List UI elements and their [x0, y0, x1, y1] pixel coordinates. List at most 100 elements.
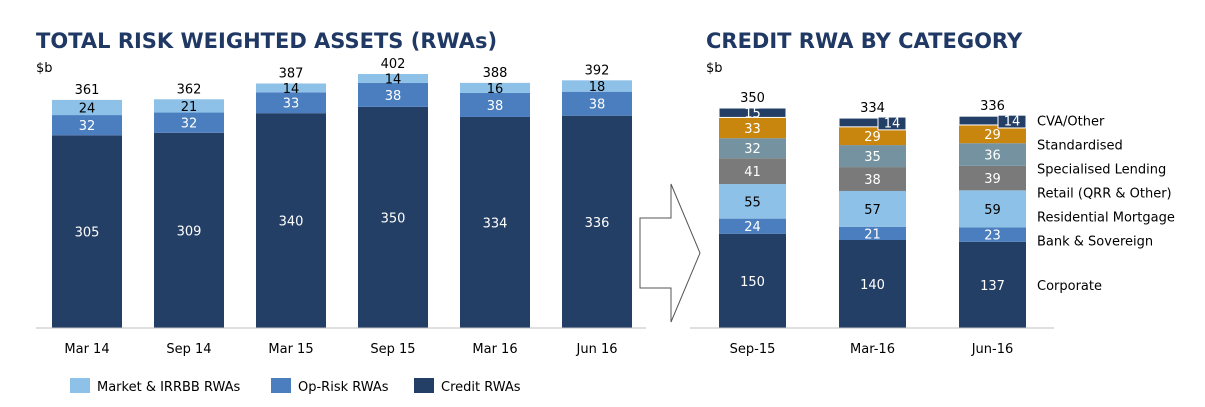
right-data-label: 33	[744, 122, 761, 137]
right-total-label: 350	[740, 91, 765, 106]
right-bar-segment	[959, 165, 1026, 191]
left-bar-segment	[358, 106, 428, 329]
legend-swatch	[414, 378, 434, 393]
right-x-tick-label: Jun-16	[971, 342, 1014, 357]
left-total-label: 388	[483, 66, 508, 81]
left-total-label: 361	[75, 83, 100, 98]
left-data-label: 38	[385, 89, 402, 104]
right-data-label: 14	[884, 116, 901, 131]
left-bar-segment	[52, 99, 122, 116]
left-data-label: 14	[283, 82, 300, 97]
right-chart-bars: 1502455413233153501402157383529143341372…	[718, 91, 1027, 328]
left-data-label: 309	[177, 224, 202, 239]
right-data-label: 21	[864, 227, 881, 242]
right-bar-segment	[839, 190, 906, 227]
right-data-label: 140	[860, 278, 885, 293]
left-x-ticks: Mar 14 Sep 14 Mar 15 Sep 15 Mar 16 Jun 16	[64, 342, 617, 357]
right-data-label: 14	[1004, 115, 1021, 130]
right-bar-segment	[719, 233, 786, 328]
right-total-label: 334	[860, 101, 885, 116]
left-bar-segment	[460, 92, 530, 117]
right-data-label: 39	[984, 172, 1001, 187]
right-bar-segment	[959, 241, 1026, 328]
right-bar-segment	[719, 184, 786, 219]
left-data-label: 18	[589, 80, 606, 95]
left-data-label: 32	[79, 119, 96, 134]
right-bar-segment	[959, 190, 1026, 228]
right-bar-segment	[959, 227, 1026, 242]
right-data-label: 41	[744, 165, 761, 180]
legend-swatch	[70, 378, 90, 393]
right-data-label: 23	[984, 229, 1001, 244]
left-bar-segment	[256, 83, 326, 93]
right-data-label: 29	[864, 130, 881, 145]
right-data-label: 55	[744, 195, 761, 210]
left-x-tick-label: Sep 14	[166, 342, 211, 357]
right-category-label: Specialised Lending	[1037, 163, 1166, 178]
right-total-label: 336	[980, 99, 1005, 114]
right-data-label: 57	[864, 203, 881, 218]
left-bar-segment	[154, 132, 224, 328]
legend-label: Credit RWAs	[441, 380, 521, 395]
right-bar-segment	[719, 117, 786, 139]
right-bar-segment	[719, 218, 786, 234]
left-total-label: 387	[279, 66, 304, 81]
left-x-tick-label: Mar 15	[268, 342, 313, 357]
right-data-label: 150	[740, 275, 765, 290]
legend-label: Market & IRRBB RWAs	[97, 380, 241, 395]
right-bar-segment	[959, 124, 1026, 144]
right-category-label: CVA/Other	[1037, 115, 1105, 130]
right-chart-legend: Corporate Bank & Sovereign Residential Mor…	[1037, 115, 1175, 294]
left-data-label: 340	[279, 215, 304, 230]
right-data-label: 29	[984, 128, 1001, 143]
right-data-label: 38	[864, 173, 881, 188]
left-x-tick-label: Mar 14	[64, 342, 109, 357]
right-x-tick-label: Sep-15	[730, 342, 776, 357]
right-x-ticks: Sep-15 Mar-16 Jun-16	[730, 342, 1014, 357]
right-bar-segment	[719, 138, 786, 159]
left-data-label: 38	[487, 99, 504, 114]
left-data-label: 33	[283, 97, 300, 112]
left-data-label: 16	[487, 82, 504, 97]
right-category-label: Residential Mortgage	[1037, 211, 1175, 226]
right-bar-segment	[959, 143, 1026, 166]
left-data-label: 24	[79, 101, 96, 116]
left-bar-segment	[154, 112, 224, 133]
right-data-label: 24	[744, 220, 761, 235]
left-data-label: 14	[385, 72, 402, 87]
left-x-tick-label: Jun 16	[576, 342, 618, 357]
left-bar-segment	[562, 115, 632, 328]
left-bar-segment	[460, 116, 530, 328]
left-chart-title: TOTAL RISK WEIGHTED ASSETS (RWAs)	[36, 29, 497, 53]
left-bar-segment	[256, 92, 326, 114]
right-data-label: 59	[984, 203, 1001, 218]
right-category-label: Standardised	[1037, 139, 1123, 154]
left-data-label: 350	[381, 211, 406, 226]
left-chart-bars: 3053224361309322136234033143873503814402…	[52, 57, 632, 329]
left-bar-segment	[154, 99, 224, 113]
left-x-tick-label: Sep 15	[370, 342, 415, 357]
left-data-label: 38	[589, 98, 606, 113]
left-chart-unit-label: $b	[36, 61, 53, 76]
right-data-label: 32	[744, 142, 761, 157]
right-chart-title: CREDIT RWA BY CATEGORY	[706, 29, 1023, 53]
left-bar-segment	[256, 113, 326, 328]
right-data-label: 15	[744, 107, 761, 122]
left-bar-segment	[358, 82, 428, 107]
right-x-tick-label: Mar-16	[850, 342, 895, 357]
left-total-label: 362	[177, 82, 202, 97]
arrow-shape	[639, 183, 701, 323]
left-x-tick-label: Mar 16	[472, 342, 517, 357]
left-data-label: 21	[181, 100, 198, 115]
left-bar-segment	[358, 74, 428, 83]
left-data-label: 305	[75, 226, 100, 241]
right-category-label: Retail (QRR & Other)	[1037, 187, 1172, 202]
right-category-label: Corporate	[1037, 279, 1102, 294]
left-total-label: 392	[585, 63, 610, 78]
right-callout-box	[997, 114, 1027, 129]
left-bar-segment	[460, 82, 530, 93]
right-data-label: 35	[864, 150, 881, 165]
right-category-label: Bank & Sovereign	[1037, 235, 1153, 250]
left-data-label: 336	[585, 216, 610, 231]
